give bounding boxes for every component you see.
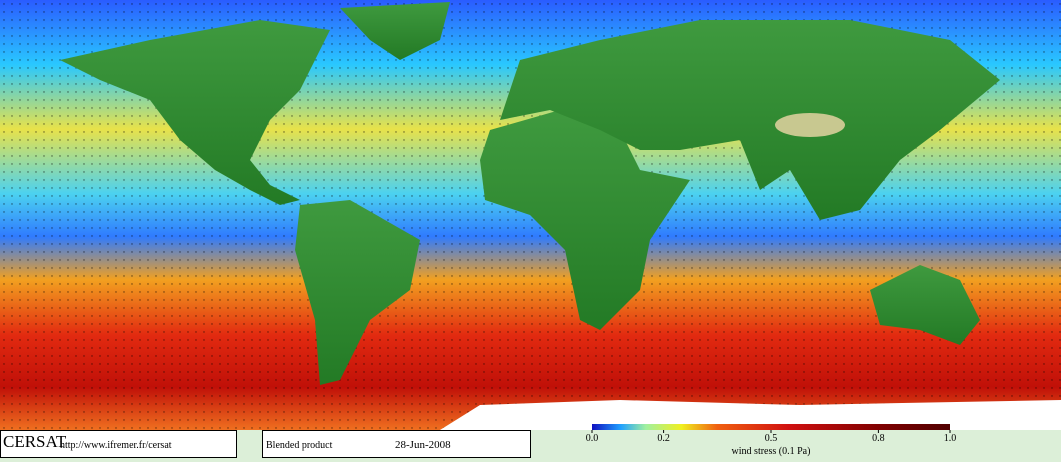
colorbar: [592, 424, 950, 430]
credit-box: [0, 430, 237, 458]
colorbar-tick-label: 1.0: [944, 433, 957, 444]
south-america: [295, 200, 420, 385]
tibet-plateau: [775, 113, 845, 137]
colorbar-tick-label: 0.2: [657, 433, 670, 444]
colorbar-label: wind stress (0.1 Pa): [732, 446, 811, 457]
north-america: [60, 20, 330, 205]
logo: CERSAT: [3, 432, 67, 451]
antarctica: [440, 400, 1061, 430]
date: 28-Jun-2008: [395, 439, 451, 451]
colorbar-tick-label: 0.5: [765, 433, 778, 444]
africa: [480, 110, 690, 330]
australia: [870, 265, 980, 345]
greenland: [340, 2, 450, 60]
url: http://www.ifremer.fr/cersat: [60, 440, 172, 451]
product-box: [262, 430, 531, 458]
colorbar-tick-label: 0.0: [586, 433, 599, 444]
eurasia: [500, 20, 1000, 220]
product: Blended product: [266, 440, 333, 451]
colorbar-tick-label: 0.8: [872, 433, 885, 444]
continents: [60, 2, 1000, 385]
